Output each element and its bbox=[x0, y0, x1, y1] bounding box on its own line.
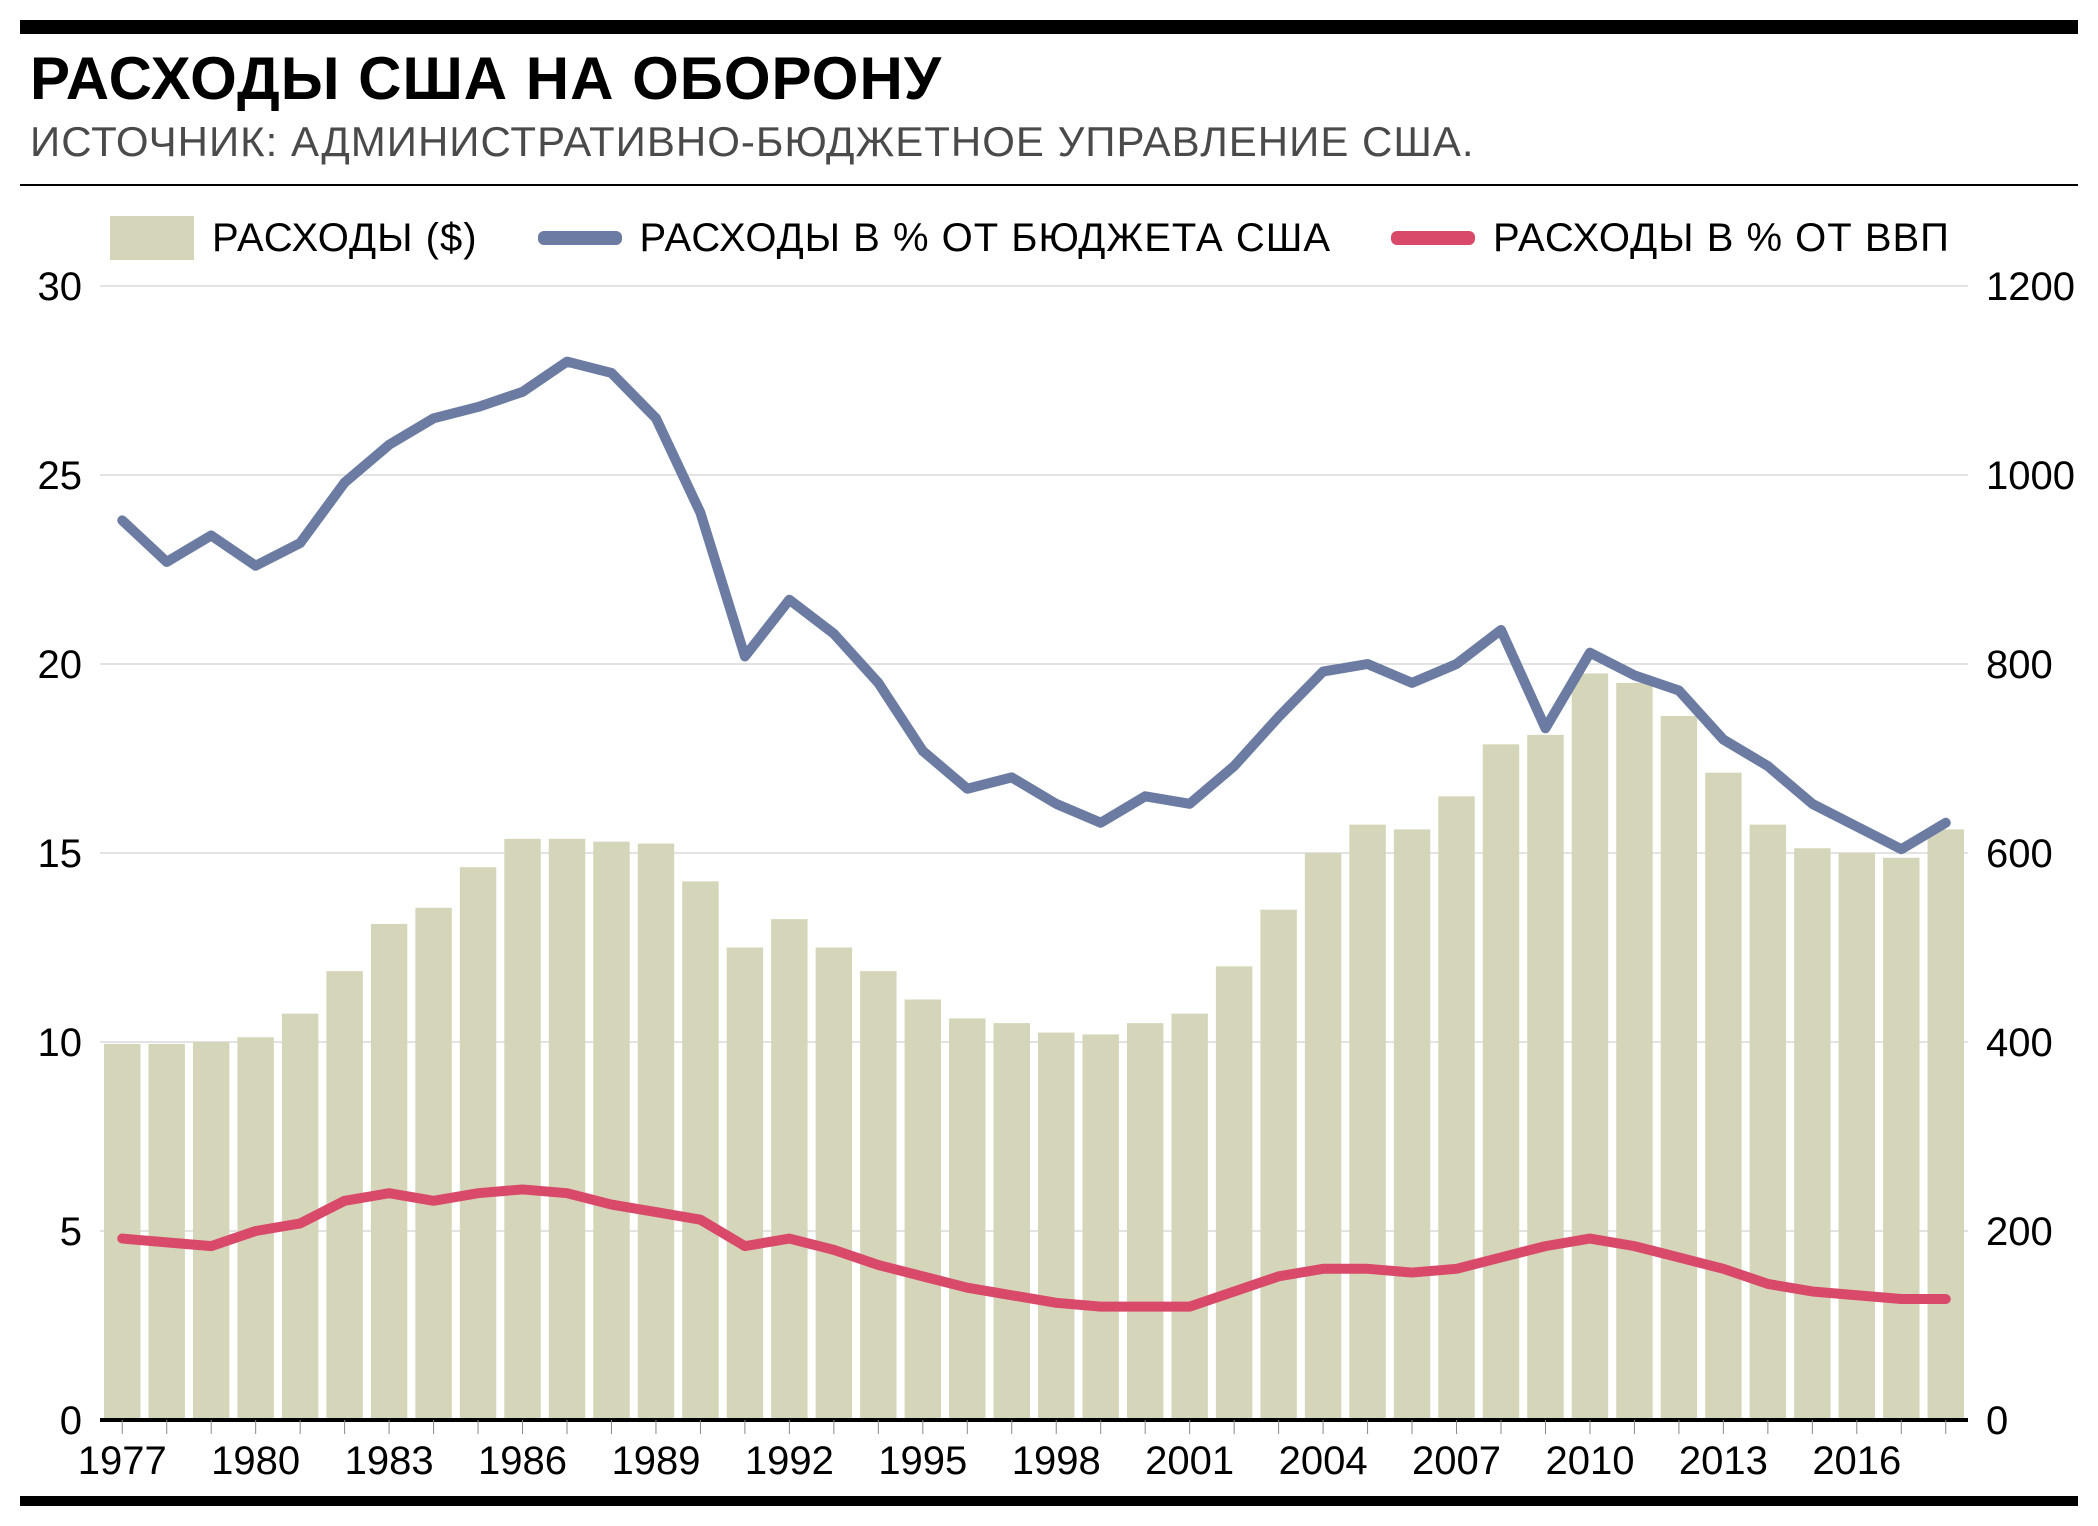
bar bbox=[1483, 744, 1519, 1420]
bar bbox=[727, 948, 763, 1421]
legend-swatch-line1 bbox=[538, 231, 622, 245]
svg-text:20: 20 bbox=[38, 643, 83, 687]
svg-text:2004: 2004 bbox=[1279, 1439, 1368, 1483]
svg-text:30: 30 bbox=[38, 265, 83, 309]
svg-text:2016: 2016 bbox=[1812, 1439, 1901, 1483]
svg-text:2001: 2001 bbox=[1145, 1439, 1234, 1483]
legend-label-line2: РАСХОДЫ В % ОТ ВВП bbox=[1493, 216, 1950, 261]
svg-text:2007: 2007 bbox=[1412, 1439, 1501, 1483]
svg-text:2010: 2010 bbox=[1545, 1439, 1634, 1483]
bar bbox=[1839, 853, 1875, 1420]
bar bbox=[193, 1042, 229, 1420]
bar bbox=[1349, 825, 1385, 1420]
bar bbox=[771, 919, 807, 1420]
bar bbox=[1394, 829, 1430, 1420]
chart-subtitle: ИСТОЧНИК: АДМИНИСТРАТИВНО-БЮДЖЕТНОЕ УПРА… bbox=[30, 118, 1475, 166]
svg-text:15: 15 bbox=[38, 832, 83, 876]
bar bbox=[860, 971, 896, 1420]
svg-text:10: 10 bbox=[38, 1021, 83, 1065]
bar bbox=[949, 1018, 985, 1420]
top-rule bbox=[20, 20, 2078, 34]
legend-swatch-line2 bbox=[1391, 231, 1475, 245]
legend-item-bars: РАСХОДЫ ($) bbox=[110, 216, 478, 261]
bar bbox=[415, 908, 451, 1420]
svg-text:1995: 1995 bbox=[878, 1439, 967, 1483]
legend-label-bars: РАСХОДЫ ($) bbox=[212, 216, 478, 261]
bar bbox=[1305, 853, 1341, 1420]
bar bbox=[104, 1044, 140, 1420]
bar bbox=[1527, 735, 1563, 1420]
svg-text:200: 200 bbox=[1986, 1210, 2053, 1254]
svg-text:1998: 1998 bbox=[1012, 1439, 1101, 1483]
bottom-rule bbox=[20, 1496, 2078, 1506]
svg-text:1977: 1977 bbox=[78, 1439, 167, 1483]
svg-text:400: 400 bbox=[1986, 1021, 2053, 1065]
svg-text:25: 25 bbox=[38, 454, 83, 498]
bar bbox=[1883, 858, 1919, 1420]
svg-text:600: 600 bbox=[1986, 832, 2053, 876]
bar bbox=[1705, 773, 1741, 1420]
bar bbox=[1616, 683, 1652, 1420]
bar bbox=[1572, 673, 1608, 1420]
bar bbox=[1794, 848, 1830, 1420]
bar bbox=[1928, 829, 1964, 1420]
bar bbox=[682, 881, 718, 1420]
bar bbox=[593, 842, 629, 1420]
legend-label-line1: РАСХОДЫ В % ОТ БЮДЖЕТА США bbox=[640, 216, 1332, 261]
svg-text:2013: 2013 bbox=[1679, 1439, 1768, 1483]
bar bbox=[1661, 716, 1697, 1420]
legend-item-line2: РАСХОДЫ В % ОТ ВВП bbox=[1391, 216, 1950, 261]
bar bbox=[816, 948, 852, 1421]
svg-text:1200: 1200 bbox=[1986, 265, 2075, 309]
chart-plot: 1977198019831986198919921995199820012004… bbox=[20, 276, 2078, 1490]
bar bbox=[148, 1044, 184, 1420]
bar bbox=[371, 924, 407, 1420]
svg-text:1980: 1980 bbox=[211, 1439, 300, 1483]
bar bbox=[1038, 1033, 1074, 1420]
svg-text:5: 5 bbox=[60, 1210, 82, 1254]
svg-text:0: 0 bbox=[1986, 1399, 2008, 1443]
svg-text:0: 0 bbox=[60, 1399, 82, 1443]
legend-swatch-bars bbox=[110, 216, 194, 260]
bar bbox=[1260, 910, 1296, 1420]
bar bbox=[1127, 1023, 1163, 1420]
svg-text:1986: 1986 bbox=[478, 1439, 567, 1483]
svg-text:1000: 1000 bbox=[1986, 454, 2075, 498]
bar bbox=[460, 867, 496, 1420]
svg-text:1983: 1983 bbox=[345, 1439, 434, 1483]
bar bbox=[1750, 825, 1786, 1420]
mid-rule bbox=[20, 184, 2078, 186]
bar bbox=[549, 839, 585, 1420]
legend: РАСХОДЫ ($) РАСХОДЫ В % ОТ БЮДЖЕТА США Р… bbox=[110, 202, 1950, 274]
bar bbox=[1171, 1014, 1207, 1420]
bar bbox=[504, 839, 540, 1420]
svg-text:800: 800 bbox=[1986, 643, 2053, 687]
chart-container: РАСХОДЫ США НА ОБОРОНУ ИСТОЧНИК: АДМИНИС… bbox=[0, 0, 2098, 1526]
bar bbox=[638, 844, 674, 1420]
bar bbox=[1216, 966, 1252, 1420]
legend-item-line1: РАСХОДЫ В % ОТ БЮДЖЕТА США bbox=[538, 216, 1332, 261]
bar bbox=[1082, 1034, 1118, 1420]
svg-text:1989: 1989 bbox=[611, 1439, 700, 1483]
chart-title: РАСХОДЫ США НА ОБОРОНУ bbox=[30, 44, 942, 113]
svg-text:1992: 1992 bbox=[745, 1439, 834, 1483]
bar bbox=[905, 999, 941, 1420]
bar bbox=[994, 1023, 1030, 1420]
bar bbox=[1438, 796, 1474, 1420]
